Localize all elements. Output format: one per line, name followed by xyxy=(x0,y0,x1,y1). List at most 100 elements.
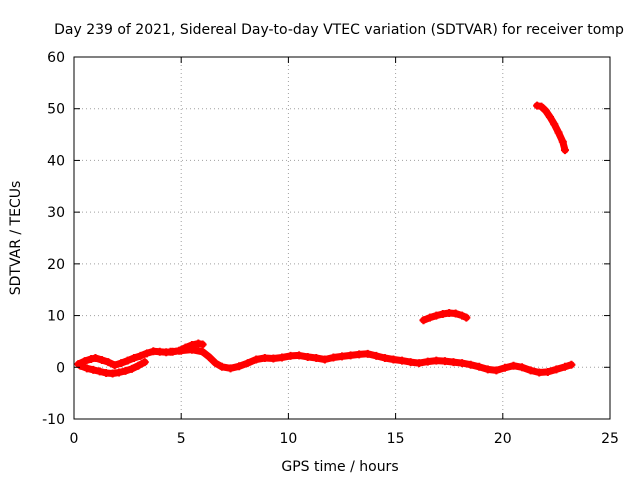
data-point xyxy=(136,351,145,360)
data-point xyxy=(552,365,561,374)
data-point xyxy=(389,355,398,364)
data-point xyxy=(372,351,381,360)
y-tick-label: 60 xyxy=(47,50,65,66)
data-point xyxy=(438,310,447,319)
chart-title: Day 239 of 2021, Sidereal Day-to-day VTE… xyxy=(54,22,624,38)
data-point xyxy=(260,353,269,362)
data-point xyxy=(217,362,226,371)
data-point xyxy=(142,349,151,358)
data-point xyxy=(235,362,244,371)
data-point xyxy=(560,362,569,371)
data-point xyxy=(560,146,569,155)
data-point xyxy=(115,368,124,377)
data-point xyxy=(526,366,535,375)
y-tick-label: 20 xyxy=(47,257,65,273)
data-point xyxy=(312,353,321,362)
data-point xyxy=(440,357,449,366)
data-point xyxy=(123,356,132,365)
data-point xyxy=(82,364,91,373)
data-point xyxy=(432,356,441,365)
data-point xyxy=(89,365,98,374)
data-point xyxy=(76,361,85,370)
data-point xyxy=(449,358,458,367)
y-tick-label: 50 xyxy=(47,102,65,118)
data-point xyxy=(558,137,567,146)
x-axis-title: GPS time / hours xyxy=(281,459,398,475)
data-point xyxy=(466,360,475,369)
data-point xyxy=(140,358,149,367)
data-point xyxy=(492,366,501,375)
plot-frame xyxy=(73,56,611,420)
data-point xyxy=(419,316,428,325)
data-point xyxy=(462,313,471,322)
data-point xyxy=(483,365,492,374)
data-point xyxy=(554,128,563,137)
data-point xyxy=(198,340,207,349)
data-point xyxy=(320,355,329,364)
data-point xyxy=(458,359,467,368)
x-tick-label: 10 xyxy=(279,431,297,447)
data-point xyxy=(423,357,432,366)
data-point xyxy=(130,353,139,362)
data-point xyxy=(166,347,175,356)
grid-layer xyxy=(74,57,610,419)
data-point xyxy=(198,347,207,356)
data-point xyxy=(346,351,355,360)
data-point xyxy=(286,351,295,360)
data-point xyxy=(363,349,372,358)
data-point xyxy=(117,359,126,368)
data-point xyxy=(108,369,117,378)
data-point xyxy=(243,359,252,368)
data-point xyxy=(97,356,106,365)
x-tick-label: 15 xyxy=(387,431,405,447)
data-point xyxy=(177,346,186,355)
tick-layer: 0 5 10 15 20 25 -10 0 10 20 30 40 50 60 xyxy=(42,50,619,447)
data-point xyxy=(425,313,434,322)
data-point xyxy=(295,351,304,360)
data-point xyxy=(211,359,220,368)
data-point xyxy=(550,120,559,129)
x-tick-label: 0 xyxy=(70,431,79,447)
y-tick-label: 0 xyxy=(56,360,65,376)
series-track-lower xyxy=(76,358,149,378)
data-point xyxy=(537,102,546,111)
data-point xyxy=(451,309,460,318)
data-point xyxy=(543,367,552,376)
data-point xyxy=(329,353,338,362)
data-point xyxy=(134,361,143,370)
data-point xyxy=(121,366,130,375)
data-point xyxy=(535,368,544,377)
data-point xyxy=(380,353,389,362)
data-point xyxy=(87,355,96,364)
series-track-arc-10 xyxy=(419,308,471,325)
data-point xyxy=(252,355,261,364)
data-point xyxy=(533,101,542,110)
x-tick-label: 25 xyxy=(601,431,619,447)
y-tick-label: 40 xyxy=(47,153,65,169)
series-track-arc-50 xyxy=(533,101,569,155)
data-point xyxy=(509,361,518,370)
x-tick-label: 20 xyxy=(494,431,512,447)
data-point xyxy=(303,352,312,361)
data-point xyxy=(338,352,346,361)
data-point xyxy=(95,367,104,376)
data-point xyxy=(205,352,214,361)
data-point xyxy=(226,364,235,373)
series-track-main xyxy=(166,345,576,377)
data-point xyxy=(194,339,203,348)
data-point xyxy=(475,362,484,371)
data-point xyxy=(432,311,441,320)
data-point xyxy=(518,363,527,372)
y-tick-label: 10 xyxy=(47,309,65,325)
data-point xyxy=(415,359,424,368)
data-point xyxy=(541,106,550,115)
data-layer xyxy=(74,101,576,378)
y-axis-title: SDTVAR / TECUs xyxy=(8,181,24,296)
data-point xyxy=(104,358,113,367)
data-point xyxy=(567,360,576,369)
data-point xyxy=(110,361,119,370)
data-point xyxy=(458,311,467,320)
data-point xyxy=(91,353,100,362)
